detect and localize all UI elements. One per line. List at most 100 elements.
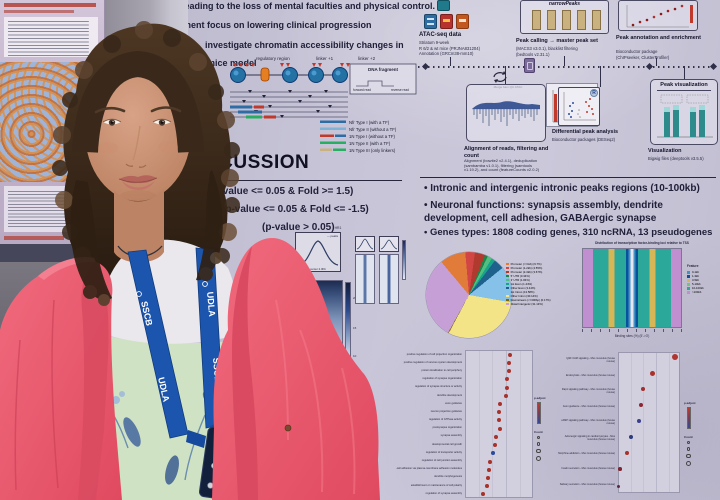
narrowpeaks-bar [592,10,601,30]
go-term: regulation of synapse organization [422,377,462,381]
connector-stub [505,66,506,85]
go-count-circle [536,456,541,461]
mini-colorbar [402,240,406,280]
coverage-plot [472,101,540,126]
lanyard-logo-icon [202,281,208,287]
kegg-term: Endocytosis - Mus musculus (house mouse) [565,373,615,377]
peak-calling-line1: (MACS3 v3.0.1), blacklist filtering [516,46,578,51]
tss-legend-item: 10-100kb [687,286,719,290]
forward-read-label: forward read [353,88,371,92]
nose [132,125,141,161]
go-dot [497,401,503,407]
peak-calling-title: Peak calling → master peak set [516,38,598,44]
go-term: regulation of synapse assembly [425,491,462,495]
left-poster-title-bar [4,3,96,7]
narrowpeaks-bar [532,10,541,30]
tss-legend-item: 1-3kb [687,274,719,278]
alignment-title: Alignment of reads, filtering and count [464,146,549,159]
differential-title: Differential peak analysis [552,129,619,135]
connector-stub [600,66,601,87]
fragment-type-bars [230,105,346,151]
go-dot [496,409,502,415]
visualization-title: Visualization [648,148,682,154]
result-bullet-2: Neuronal functions: synapsis assembly, d… [424,199,704,225]
track-arrows [242,90,332,118]
kegg-dot [649,370,655,376]
tss-legend: 0-1kb 1-3kb 3-5kb 5-10kb 10-100kb >100kb [687,270,719,294]
kegg-dot [625,451,629,455]
kegg-dot [628,434,634,440]
left-cheek [98,142,118,154]
svg-text:1N Type III (only linkers): 1N Type III (only linkers) [349,148,396,153]
kegg-dot [672,354,678,360]
tss-legend-item: 0-1kb [687,270,719,274]
dna-fragment-box: DNA fragment forward read reverse read [349,63,417,95]
go-dot [503,393,509,399]
data-box-title: ATAC-seq data [419,32,462,38]
left-poster-author-block [4,17,98,57]
svg-text:1N Type I (without a TF): 1N Type I (without a TF) [349,134,396,139]
file-icon-bed [456,14,469,29]
narrowpeaks-label: narrowPeaks [548,1,581,7]
kegg-term: IgSF CAM signaling - Mus musculus (house… [566,356,615,363]
kegg-term: Adrenergic signaling in cardiomyocytes -… [564,434,615,441]
mini-profile-box-2 [379,236,399,252]
kegg-term: Axon guidance - Mus musculus (house mous… [562,404,615,408]
go-term: regulation of cell junction assembly [421,459,462,463]
tss-band-plot [582,248,682,328]
fragment-type-labels: Nfr Type I (with a TF) Nfr Type II (with… [349,120,397,153]
data-box-line3: Annotation (GRCm38-mm10) [419,51,474,56]
svg-text:Nfr Type I (with a TF): Nfr Type I (with a TF) [349,120,390,125]
lanyard-end [186,430,206,448]
r-logo: R [590,89,598,97]
pie-legend-item: 1st Intron (13.58%) [506,290,570,294]
result-bullet-3: Genes types: 1808 coding genes, 310 ncRN… [424,227,720,238]
poster-intro-line4: mice model [207,58,257,68]
left-eye [102,118,122,126]
pie-legend-item: 1st Exon (1.44%) [506,282,570,286]
regulatory-region-label: regulatory region [256,56,290,61]
pie-legend-item: Downstream (<=300bp) (0.17%) [506,298,570,302]
go-dot [504,385,510,391]
file-icon-doc [437,0,450,11]
sim-card-icon [524,58,535,73]
go-term-labels: positive regulation of cell projection o… [396,350,462,498]
mouth [118,175,158,190]
colorbar-tick-15: 15 [353,326,357,330]
reverse-read-label: reverse read [391,88,409,92]
svg-text:Nfr Type II (without a TF): Nfr Type II (without a TF) [349,127,397,132]
peak-visualization-box: Peak visualization [650,79,718,145]
results-divider [420,177,716,178]
go-count-circle [536,449,541,454]
go-count-circle [537,436,540,439]
pie-legend-item: Other Intron (30.14%) [506,294,570,298]
go-padjust-colorbar [537,402,541,424]
go-dotplot-panel [465,350,533,498]
pie-legend-item: Promoter (<=1kb) (9.7%) [506,262,570,266]
go-dot-blue [491,451,495,455]
narrowpeaks-bar [562,10,571,30]
go-dot [488,460,492,464]
go-dot [496,417,502,423]
result-bullet-1: Intronic and intergenic intronic peaks r… [424,183,718,194]
go-dot [506,368,512,374]
right-eyebrow [150,106,182,113]
connector-stub [684,66,685,79]
go-term: positive regulation of nervous system de… [403,360,462,364]
pipeline-connector [418,66,716,68]
alignment-box [466,84,546,142]
lanyard-logo-icon [136,291,142,297]
profile-legend: — peaks [326,234,338,238]
kegg-count-circle [686,447,691,451]
go-dot [507,352,513,358]
kegg-term: Morphine addiction - Mus musculus (house… [558,451,615,455]
kegg-term: Rap1 signaling pathway - Mus musculus (h… [561,387,615,394]
left-eyebrow [94,106,126,114]
kegg-count-circle [686,454,691,459]
nucleosomes [230,67,348,83]
annotation-title: Peak annotation and enrichment [616,35,701,41]
go-dot [506,360,512,366]
go-term: protein localization to cell periphery [421,368,462,372]
go-padjust-title: p.adjust [534,396,546,400]
kegg-padjust-title: p.adjust [684,401,696,405]
